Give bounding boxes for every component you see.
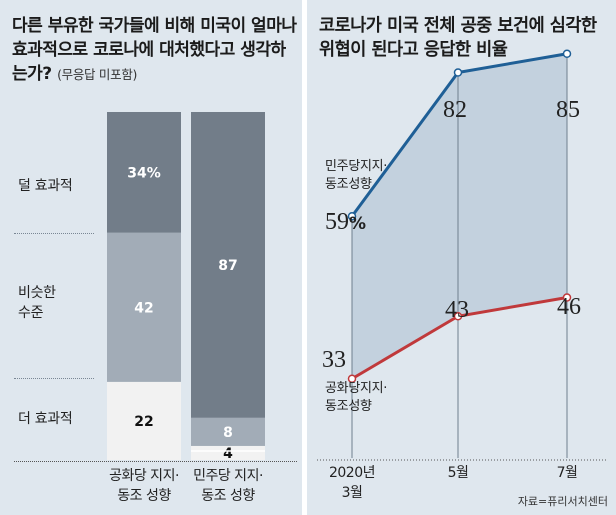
- series-name-line: 민주당지지·: [325, 159, 388, 174]
- row-label: 덜 효과적: [18, 176, 73, 196]
- bar-segment: [107, 112, 181, 233]
- point-value-label: 46: [557, 294, 581, 320]
- bar-value-label: 8: [223, 425, 233, 441]
- data-point: [453, 68, 463, 77]
- x-tick-label-line: 2020년: [328, 465, 376, 481]
- data-point: [453, 312, 463, 321]
- bar-category-label: 민주당 지지· 동조 성향: [183, 466, 273, 506]
- row-label-line: 수준: [18, 305, 44, 321]
- bar-value-label: 22: [134, 414, 153, 430]
- category-label-line: 공화당 지지·: [109, 468, 179, 484]
- row-label-line: 비슷한: [18, 285, 56, 301]
- x-tick-label: 2020년 3월: [317, 463, 387, 503]
- bar-value-label: 42: [134, 300, 153, 316]
- category-label-line: 동조 성향: [117, 488, 171, 504]
- point-value-label: 43: [445, 297, 469, 323]
- left-chart-title: 다른 부유한 국가들에 비해 미국이 얼마나 효과적으로 코로나에 대처했다고 …: [12, 14, 297, 87]
- stacked-bar-chart: 22 42 34% 4 8 87: [107, 112, 265, 462]
- data-point: [562, 293, 572, 302]
- bar-segment: [107, 232, 181, 382]
- x-tick-label-line: 3월: [341, 485, 363, 501]
- bar-value-label: 87: [218, 258, 237, 274]
- point-value-label: 59%: [325, 209, 366, 235]
- series-name-line: 공화당지지·: [325, 381, 388, 396]
- bar-segment: [191, 417, 265, 446]
- line-chart: 59% 82 85 33 43 46: [317, 49, 607, 461]
- bar-value-label: 4: [223, 446, 233, 462]
- left-title-text: 다른 부유한 국가들에 비해 미국이 얼마나 효과적으로 코로나에 대처했다고 …: [12, 16, 297, 84]
- series-name-line: 동조성향: [325, 177, 372, 192]
- x-tick-label: 5월: [423, 463, 493, 483]
- x-axis-line: [14, 461, 297, 462]
- data-point: [347, 212, 357, 221]
- row-separator: [14, 378, 94, 379]
- left-title-note: (무응답 미포함): [57, 67, 138, 82]
- bar-category-label: 공화당 지지· 동조 성향: [99, 466, 189, 506]
- x-tick-label-line: 7월: [556, 465, 578, 481]
- left-panel: 다른 부유한 국가들에 비해 미국이 얼마나 효과적으로 코로나에 대처했다고 …: [0, 0, 302, 515]
- row-label-line: 더 효과적: [18, 411, 73, 427]
- series-name-label: 민주당지지· 동조성향: [325, 158, 387, 194]
- row-label-line: 덜 효과적: [18, 178, 73, 194]
- series-name-line: 동조성향: [325, 399, 372, 414]
- x-tick-label-line: 5월: [447, 465, 469, 481]
- data-point: [562, 49, 572, 58]
- x-tick-label: 7월: [532, 463, 602, 483]
- point-value-label: 82: [443, 97, 467, 123]
- point-value-label: 85: [556, 97, 580, 123]
- series-name-label: 공화당지지· 동조성향: [325, 380, 387, 416]
- right-chart-title: 코로나가 미국 전체 공중 보건에 심각한 위협이 된다고 응답한 비율: [319, 14, 609, 62]
- row-separator: [14, 233, 94, 234]
- category-label-line: 동조 성향: [201, 488, 255, 504]
- data-point: [347, 374, 357, 383]
- bar-segment: [107, 381, 181, 460]
- row-label: 더 효과적: [18, 409, 73, 429]
- point-value-label: 33: [322, 347, 346, 373]
- bar-segment: [191, 112, 265, 418]
- bar-segment: [191, 445, 265, 460]
- right-title-text: 코로나가 미국 전체 공중 보건에 심각한 위협이 된다고 응답한 비율: [319, 16, 597, 60]
- area-between-series: [352, 53, 567, 379]
- source-footnote: 자료=퓨리서치센터: [517, 495, 608, 508]
- category-label-line: 민주당 지지·: [193, 468, 263, 484]
- bar-value-label: 34%: [127, 165, 161, 181]
- right-panel: 코로나가 미국 전체 공중 보건에 심각한 위협이 된다고 응답한 비율 59%…: [307, 0, 616, 515]
